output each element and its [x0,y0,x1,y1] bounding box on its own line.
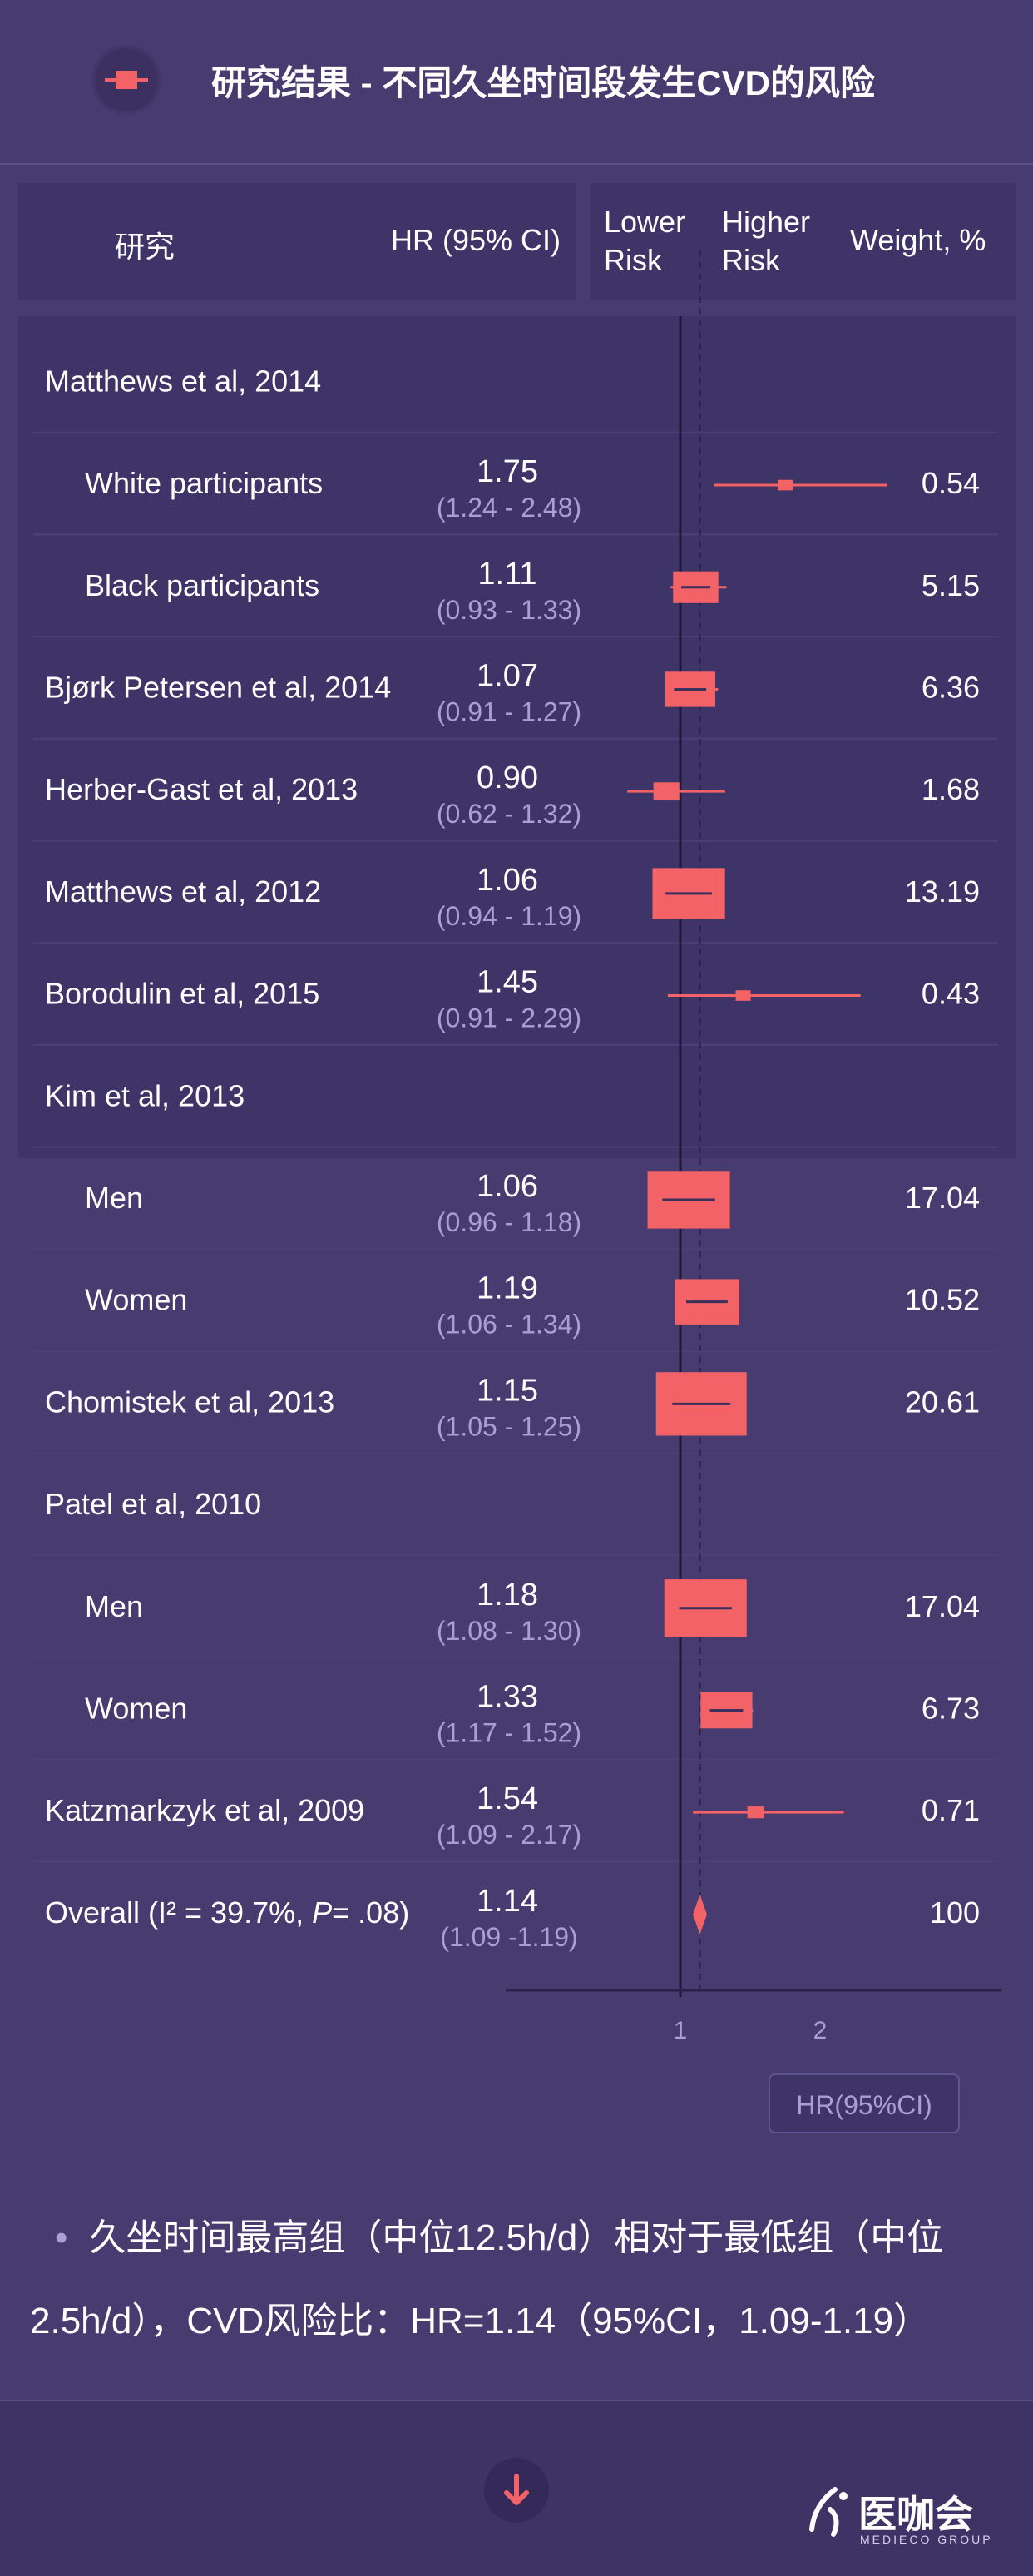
hr-value: 1.06 [477,863,538,898]
ci-value: (1.17 - 1.52) [437,1717,581,1747]
weight-value: 1.68 [922,772,980,806]
ci-value: (1.09 -1.19) [440,1922,577,1952]
logo-subtitle: MEDIECO GROUP [860,2533,993,2546]
weight-value: 6.36 [922,670,980,704]
column-weight: Weight, % [850,223,986,257]
hr-value: 0.90 [477,760,538,795]
study-label: Herber-Gast et al, 2013 [45,772,358,806]
study-label: Matthews et al, 2012 [45,874,321,909]
hr-value: 1.15 [477,1373,538,1408]
x-tick-label: 2 [813,2017,828,2044]
hr-value: 1.11 [477,557,536,592]
column-lower-risk-1: Lower [604,205,686,239]
study-label: Women [85,1283,187,1317]
weight-value: 20.61 [905,1385,980,1419]
ci-value: (1.05 - 1.25) [437,1411,581,1441]
column-lower-risk-2: Risk [604,243,662,277]
hr-value: 1.18 [477,1578,538,1612]
hr-value: 1.45 [477,965,538,1000]
x-tick-label: 1 [674,2017,688,2044]
weight-value: 17.04 [905,1589,980,1623]
weight-value: 13.19 [905,874,980,909]
weight-value: 6.73 [922,1691,980,1725]
column-study: 研究 [115,230,175,264]
weight-value: 10.52 [905,1283,980,1317]
weight-value: 0.54 [922,466,980,500]
point-estimate-square [735,990,751,1001]
hr-value: 1.19 [477,1271,538,1306]
study-label: Bjørk Petersen et al, 2014 [45,670,391,704]
point-estimate-square [747,1806,764,1819]
weight-value: 100 [930,1895,980,1930]
point-estimate-square [778,479,793,491]
overall-diamond [693,1894,707,1934]
ci-value: (1.08 - 1.30) [437,1616,581,1646]
ci-value: (0.94 - 1.19) [437,901,581,931]
study-label: Men [85,1589,143,1623]
study-label: Women [85,1691,187,1725]
column-header-right: Lower Risk Higher Risk Weight, % [591,183,1016,300]
bullet-icon: • [55,2217,68,2258]
column-higher-risk-1: Higher [722,205,811,239]
weight-value: 0.71 [922,1793,980,1827]
ci-value: (0.91 - 1.27) [437,696,581,726]
study-label: Black participants [85,568,319,602]
logo: 医咖会 MEDIECO GROUP [805,2484,1005,2551]
study-label: Matthews et al, 2014 [45,364,321,398]
column-higher-risk-2: Risk [722,243,780,277]
summary-text: • 久坐时间最高组（中位12.5h/d）相对于最低组（中位2.5h/d），CVD风… [30,2197,1011,2363]
page-title: 研究结果 - 不同久坐时间段发生CVD的风险 [211,63,876,102]
forest-plot-panel [18,316,1016,1158]
logo-icon [809,2487,848,2537]
hr-axis-button[interactable]: HR(95%CI) [769,2073,960,2133]
study-label: Overall (I² = 39.7%, P= .08) [45,1895,409,1930]
forest-plot: 1 2 Matthews et al, 2014 White participants… [33,250,1001,2044]
column-header-left: 研究 HR (95% CI) [18,183,576,300]
hr-value: 1.33 [477,1679,538,1714]
ci-value: (0.62 - 1.32) [437,799,581,829]
study-label: White participants [85,466,323,500]
weight-value: 0.43 [922,977,980,1011]
hr-value: 1.07 [477,658,538,693]
ci-value: (0.93 - 1.33) [437,595,581,625]
study-label: Patel et al, 2010 [45,1487,261,1521]
logo-name: 医咖会 [858,2493,973,2536]
hr-value: 1.14 [477,1884,538,1919]
study-label: Kim et al, 2013 [45,1078,245,1112]
weight-value: 17.04 [905,1181,980,1215]
weight-value: 5.15 [922,568,980,602]
ci-value: (0.91 - 2.29) [437,1003,581,1033]
ci-value: (1.06 - 1.34) [437,1310,581,1340]
column-hr: HR (95% CI) [391,223,561,257]
hr-value: 1.75 [477,454,538,489]
study-label: Borodulin et al, 2015 [45,977,319,1011]
hr-value: 1.06 [477,1169,538,1204]
summary-sentence: 久坐时间最高组（中位12.5h/d）相对于最低组（中位2.5h/d），CVD风险… [30,2217,944,2341]
study-label: Men [85,1181,143,1215]
ci-value: (1.24 - 2.48) [437,493,581,523]
arrow-down-icon [504,2474,529,2505]
ci-value: (1.09 - 2.17) [437,1820,581,1850]
header: 研究结果 - 不同久坐时间段发生CVD的风险 [0,0,1033,165]
arrow-down-button[interactable] [484,2458,549,2523]
study-label: Katzmarkzyk et al, 2009 [45,1793,364,1827]
forest-plot-icon [95,48,158,111]
study-label: Chomistek et al, 2013 [45,1385,334,1419]
ci-value: (0.96 - 1.18) [437,1207,581,1237]
hr-value: 1.54 [477,1781,538,1816]
point-estimate-square [653,782,680,801]
